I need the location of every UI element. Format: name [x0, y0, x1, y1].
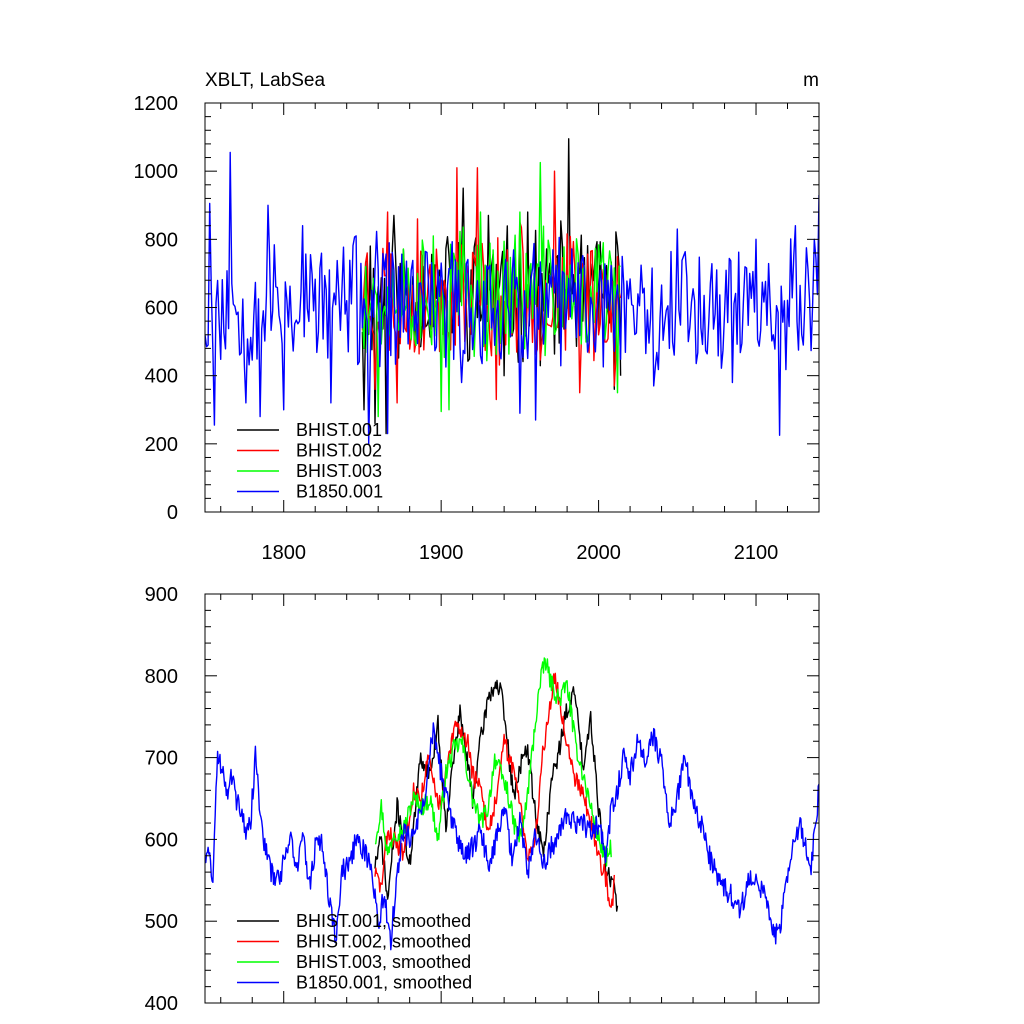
y-tick-label: 1200 — [134, 93, 179, 115]
top-panel-axes: 0 200 400 600 800 1000 1200 1800 1900 2000 2100 — [134, 93, 820, 564]
legend-label: BHIST.003 — [296, 461, 382, 481]
y-tick-label: 400 — [145, 993, 178, 1015]
top-panel-units: m — [803, 70, 819, 91]
legend-label: BHIST.001, smoothed — [296, 911, 471, 931]
y-tick-label: 800 — [145, 229, 178, 251]
y-tick-label: 200 — [145, 434, 178, 456]
y-tick-label: 600 — [145, 298, 178, 320]
series-line-bhist-003 — [361, 161, 621, 418]
y-tick-label: 900 — [145, 584, 178, 606]
x-tick-label: 1800 — [261, 542, 306, 564]
legend-label: BHIST.001 — [296, 420, 382, 440]
series-line-bhist-002-smoothed — [374, 672, 615, 908]
legend-label: B1850.001, smoothed — [296, 973, 472, 993]
series-line-bhist-001-smoothed — [374, 679, 619, 912]
series-line-b1850-001 — [205, 151, 819, 445]
y-tick-label: 0 — [167, 502, 178, 524]
top-panel: XBLT, LabSea m 0 200 400 600 800 1000 1200 1800… — [134, 70, 820, 564]
y-tick-label: 1000 — [134, 161, 179, 183]
y-tick-label: 600 — [145, 829, 178, 851]
series-line-b1850-001-smoothed — [205, 722, 819, 951]
legend-label: BHIST.002 — [296, 441, 382, 461]
legend-label: BHIST.003, smoothed — [296, 952, 471, 972]
bottom-panel-lines — [205, 657, 819, 951]
y-tick-label: 700 — [145, 748, 178, 770]
y-tick-label: 400 — [145, 366, 178, 388]
y-tick-label: 800 — [145, 666, 178, 688]
bottom-panel-axes: 400 500 600 700 800 900 — [145, 584, 820, 1015]
x-tick-label: 1900 — [419, 542, 464, 564]
legend-label: B1850.001 — [296, 482, 383, 502]
x-tick-label: 2100 — [734, 542, 779, 564]
top-panel-title: XBLT, LabSea — [205, 70, 326, 91]
legend-label: BHIST.002, smoothed — [296, 932, 471, 952]
x-tick-label: 2000 — [576, 542, 621, 564]
top-panel-lines — [205, 138, 819, 445]
bottom-plot-frame — [204, 593, 820, 1004]
series-line-bhist-003-smoothed — [374, 657, 612, 867]
y-tick-label: 500 — [145, 911, 178, 933]
